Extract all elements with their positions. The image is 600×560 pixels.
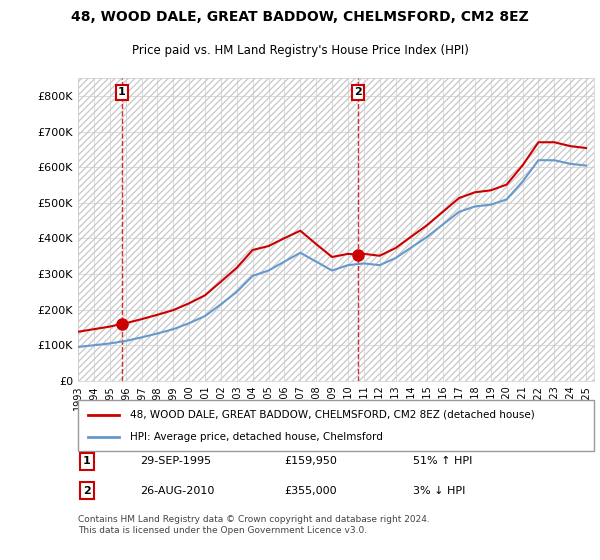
Text: Price paid vs. HM Land Registry's House Price Index (HPI): Price paid vs. HM Land Registry's House …: [131, 44, 469, 57]
FancyBboxPatch shape: [78, 400, 594, 451]
Text: 1: 1: [118, 87, 125, 97]
Text: 1: 1: [83, 456, 91, 466]
Text: 3% ↓ HPI: 3% ↓ HPI: [413, 486, 466, 496]
Text: 51% ↑ HPI: 51% ↑ HPI: [413, 456, 473, 466]
Text: 29-SEP-1995: 29-SEP-1995: [140, 456, 211, 466]
Text: £159,950: £159,950: [284, 456, 337, 466]
Text: £355,000: £355,000: [284, 486, 337, 496]
Text: 26-AUG-2010: 26-AUG-2010: [140, 486, 214, 496]
Text: 2: 2: [83, 486, 91, 496]
Text: 48, WOOD DALE, GREAT BADDOW, CHELMSFORD, CM2 8EZ (detached house): 48, WOOD DALE, GREAT BADDOW, CHELMSFORD,…: [130, 409, 535, 419]
Text: 48, WOOD DALE, GREAT BADDOW, CHELMSFORD, CM2 8EZ: 48, WOOD DALE, GREAT BADDOW, CHELMSFORD,…: [71, 10, 529, 24]
Text: 2: 2: [355, 87, 362, 97]
Text: Contains HM Land Registry data © Crown copyright and database right 2024.
This d: Contains HM Land Registry data © Crown c…: [78, 515, 430, 535]
Text: HPI: Average price, detached house, Chelmsford: HPI: Average price, detached house, Chel…: [130, 432, 382, 442]
